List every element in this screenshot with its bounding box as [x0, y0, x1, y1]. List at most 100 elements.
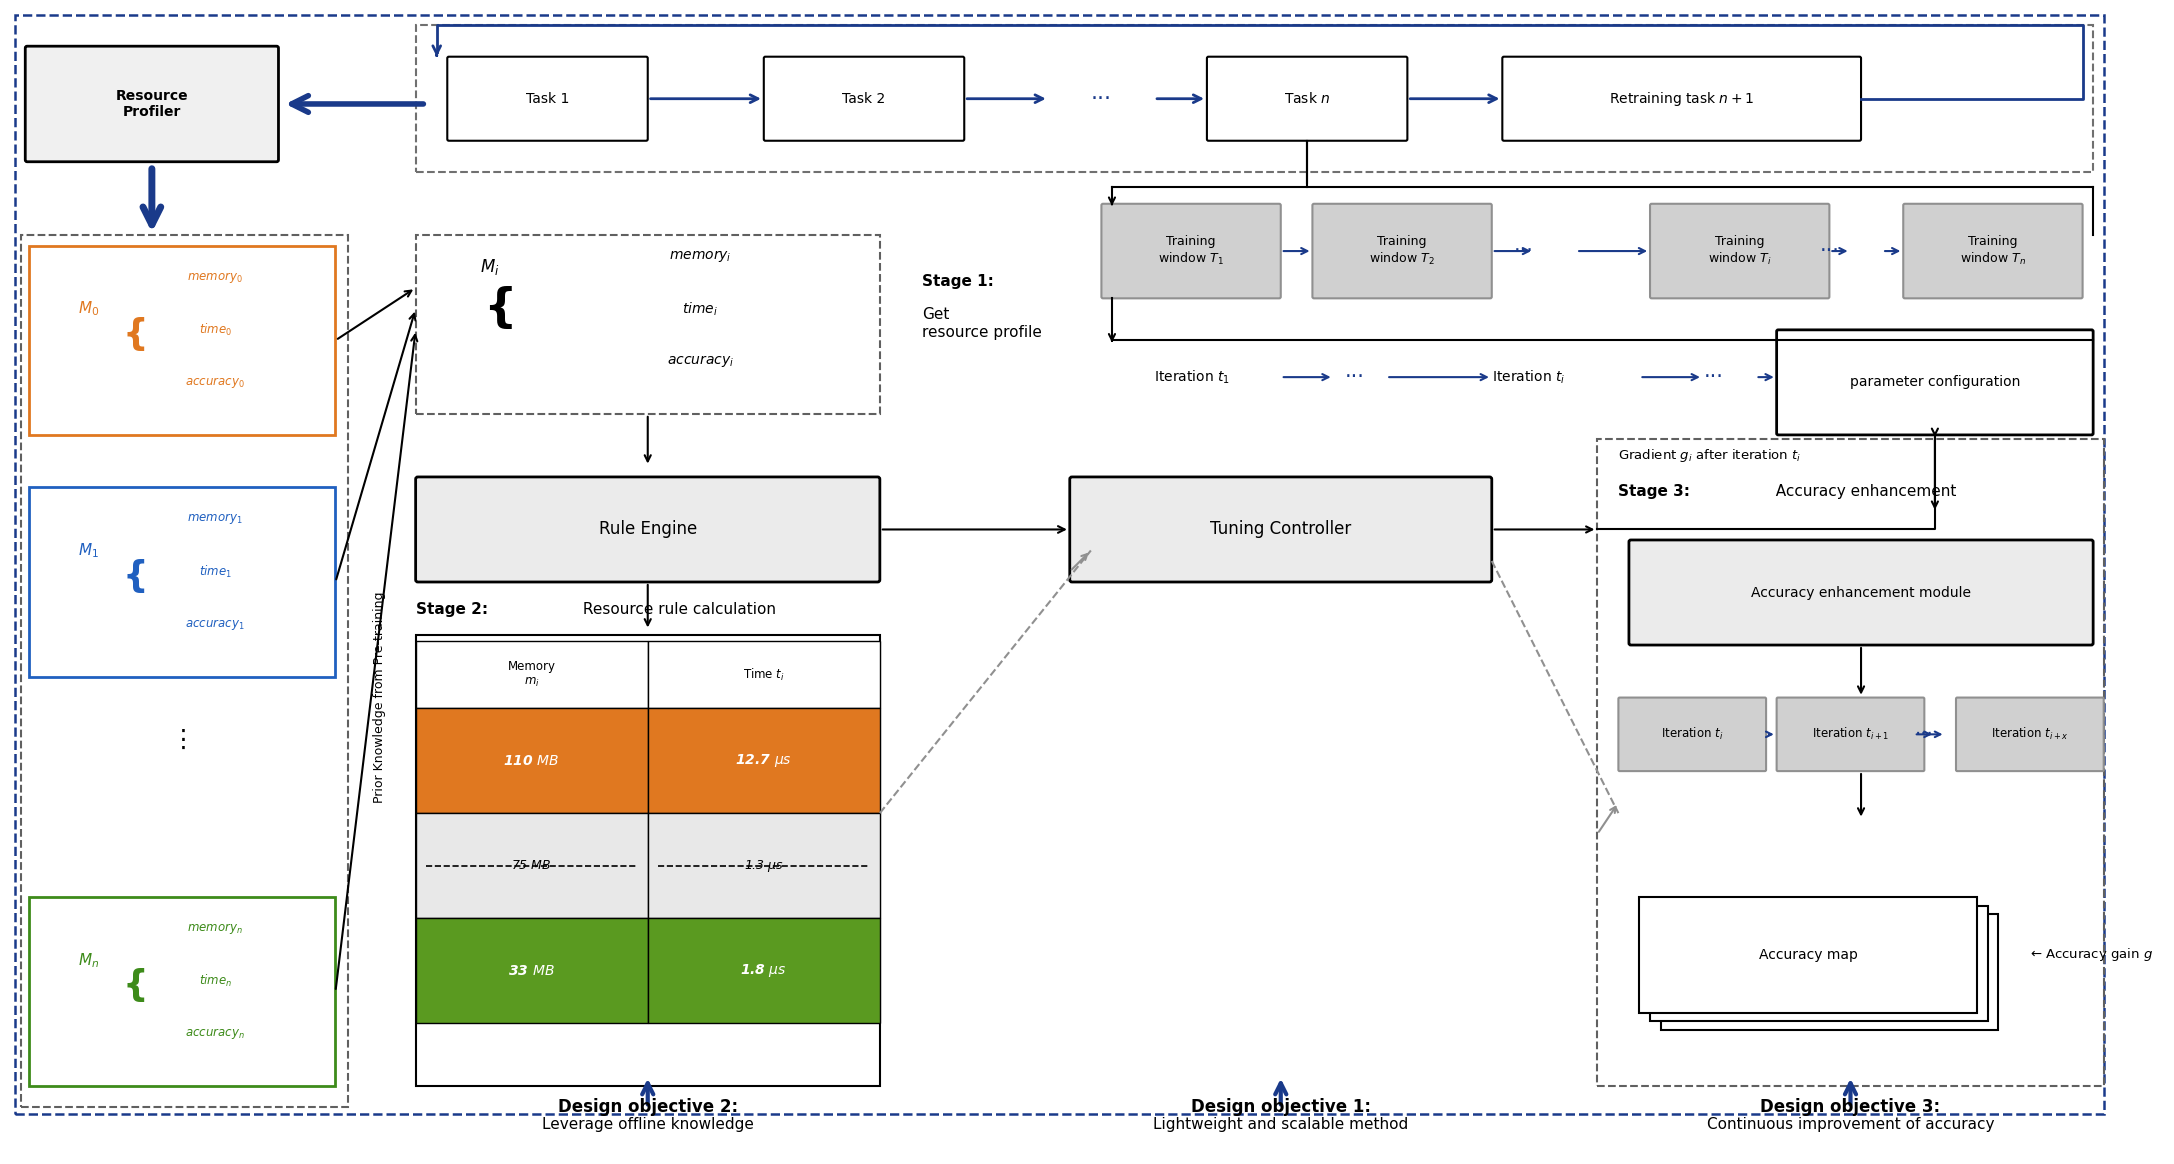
- Text: Prior Knowledge from Pre-training: Prior Knowledge from Pre-training: [374, 591, 387, 803]
- FancyBboxPatch shape: [1628, 540, 2094, 645]
- Bar: [415, 708, 648, 814]
- Text: $time_n$: $time_n$: [198, 973, 233, 989]
- FancyBboxPatch shape: [1102, 204, 1280, 298]
- Text: Iteration $t_{i+1}$: Iteration $t_{i+1}$: [1811, 726, 1889, 743]
- Bar: [415, 634, 880, 1086]
- Text: Iteration $t_{i+x}$: Iteration $t_{i+x}$: [1991, 726, 2070, 743]
- Text: ···: ···: [1820, 241, 1839, 261]
- Text: Training
window $T_1$: Training window $T_1$: [1159, 235, 1224, 267]
- Text: Design objective 3:: Design objective 3:: [1761, 1099, 1941, 1116]
- Text: $accuracy_n$: $accuracy_n$: [185, 1027, 246, 1042]
- FancyBboxPatch shape: [415, 477, 880, 582]
- Bar: [648, 918, 880, 1023]
- Text: Get
resource profile: Get resource profile: [922, 307, 1041, 340]
- Text: Retraining task $n + 1$: Retraining task $n + 1$: [1609, 90, 1754, 108]
- Bar: [1598, 439, 2104, 1086]
- Text: $time_i$: $time_i$: [683, 300, 717, 318]
- Text: Design objective 2:: Design objective 2:: [559, 1099, 737, 1116]
- Text: Training
window $T_i$: Training window $T_i$: [1709, 235, 1772, 267]
- Text: $accuracy_1$: $accuracy_1$: [185, 617, 246, 632]
- Text: Iteration $t_i$: Iteration $t_i$: [1491, 369, 1565, 385]
- Bar: [648, 814, 880, 918]
- Text: Resource rule calculation: Resource rule calculation: [578, 602, 776, 617]
- Text: ···: ···: [1915, 725, 1933, 744]
- Text: 75 $MB$: 75 $MB$: [511, 859, 552, 872]
- Bar: [30, 897, 335, 1086]
- Text: $M_0$: $M_0$: [78, 299, 100, 318]
- Text: $time_0$: $time_0$: [198, 321, 233, 338]
- Bar: [415, 26, 2094, 172]
- Bar: [415, 918, 648, 1023]
- Text: Training
window $T_n$: Training window $T_n$: [1961, 235, 2026, 267]
- Text: 33 $MB$: 33 $MB$: [509, 964, 554, 978]
- Text: ···: ···: [1346, 367, 1365, 388]
- FancyBboxPatch shape: [1776, 329, 2094, 435]
- Text: Accuracy enhancement module: Accuracy enhancement module: [1750, 585, 1972, 599]
- Text: $accuracy_0$: $accuracy_0$: [185, 375, 246, 390]
- Text: ···: ···: [1091, 88, 1111, 108]
- Text: Stage 1:: Stage 1:: [922, 274, 994, 289]
- Text: Resource
Profiler: Resource Profiler: [115, 88, 189, 119]
- Bar: [1639, 897, 1976, 1013]
- FancyBboxPatch shape: [1650, 204, 1828, 298]
- Text: $M_1$: $M_1$: [78, 541, 100, 560]
- Text: Iteration $t_i$: Iteration $t_i$: [1661, 726, 1724, 743]
- Text: Stage 3:: Stage 3:: [1617, 484, 1691, 499]
- FancyBboxPatch shape: [1776, 697, 1924, 771]
- FancyBboxPatch shape: [1070, 477, 1491, 582]
- Text: $accuracy_i$: $accuracy_i$: [667, 354, 735, 369]
- FancyBboxPatch shape: [1313, 204, 1491, 298]
- Text: 110 $MB$: 110 $MB$: [504, 753, 561, 767]
- Text: $memory_1$: $memory_1$: [187, 511, 243, 526]
- Bar: [1661, 914, 1998, 1030]
- Text: Gradient $g_i$ after iteration $t_i$: Gradient $g_i$ after iteration $t_i$: [1617, 447, 1802, 464]
- Text: Task 1: Task 1: [526, 92, 570, 106]
- Text: $M_i$: $M_i$: [480, 257, 500, 277]
- Bar: [22, 235, 348, 1107]
- Text: Lightweight and scalable method: Lightweight and scalable method: [1152, 1116, 1409, 1131]
- Text: Accuracy map: Accuracy map: [1759, 947, 1859, 961]
- Bar: [1650, 906, 1987, 1021]
- Text: {: {: [122, 317, 148, 352]
- Text: $time_1$: $time_1$: [198, 563, 233, 580]
- Text: Training
window $T_2$: Training window $T_2$: [1370, 235, 1435, 267]
- Text: parameter configuration: parameter configuration: [1850, 375, 2020, 390]
- Text: Rule Engine: Rule Engine: [598, 520, 698, 539]
- Bar: [415, 235, 880, 414]
- Text: $M_n$: $M_n$: [78, 951, 100, 970]
- Text: Time $t_i$: Time $t_i$: [744, 667, 785, 682]
- Text: {: {: [483, 286, 517, 332]
- Text: Leverage offline knowledge: Leverage offline knowledge: [541, 1116, 754, 1131]
- Text: 1.8 $\mu s$: 1.8 $\mu s$: [741, 963, 787, 979]
- Bar: [30, 246, 335, 435]
- Text: $memory_n$: $memory_n$: [187, 921, 243, 936]
- Text: Accuracy enhancement: Accuracy enhancement: [1765, 484, 1957, 499]
- FancyBboxPatch shape: [1902, 204, 2083, 298]
- Bar: [648, 708, 880, 814]
- Text: Stage 2:: Stage 2:: [415, 602, 487, 617]
- Text: Memory
$m_i$: Memory $m_i$: [509, 660, 557, 689]
- Bar: [415, 814, 648, 918]
- Text: $memory_i$: $memory_i$: [670, 248, 733, 264]
- FancyBboxPatch shape: [1957, 697, 2104, 771]
- FancyBboxPatch shape: [1617, 697, 1765, 771]
- Text: ···: ···: [1704, 367, 1724, 388]
- Text: {: {: [122, 559, 148, 592]
- Text: Continuous improvement of accuracy: Continuous improvement of accuracy: [1707, 1116, 1994, 1131]
- Text: Task 2: Task 2: [841, 92, 885, 106]
- FancyBboxPatch shape: [1207, 57, 1407, 141]
- Text: ← Accuracy gain $g$: ← Accuracy gain $g$: [2031, 946, 2152, 964]
- FancyBboxPatch shape: [763, 57, 965, 141]
- FancyBboxPatch shape: [448, 57, 648, 141]
- FancyBboxPatch shape: [1502, 57, 1861, 141]
- Text: 1.3 $\mu s$: 1.3 $\mu s$: [744, 858, 785, 874]
- Text: 12.7 $\mu s$: 12.7 $\mu s$: [735, 752, 791, 769]
- FancyBboxPatch shape: [26, 47, 278, 162]
- Text: $memory_0$: $memory_0$: [187, 270, 243, 285]
- Bar: [415, 641, 648, 708]
- Bar: [648, 641, 880, 708]
- Text: Task $n$: Task $n$: [1285, 91, 1330, 106]
- Text: Tuning Controller: Tuning Controller: [1211, 520, 1352, 539]
- Bar: [30, 488, 335, 676]
- Text: ···: ···: [1513, 241, 1533, 261]
